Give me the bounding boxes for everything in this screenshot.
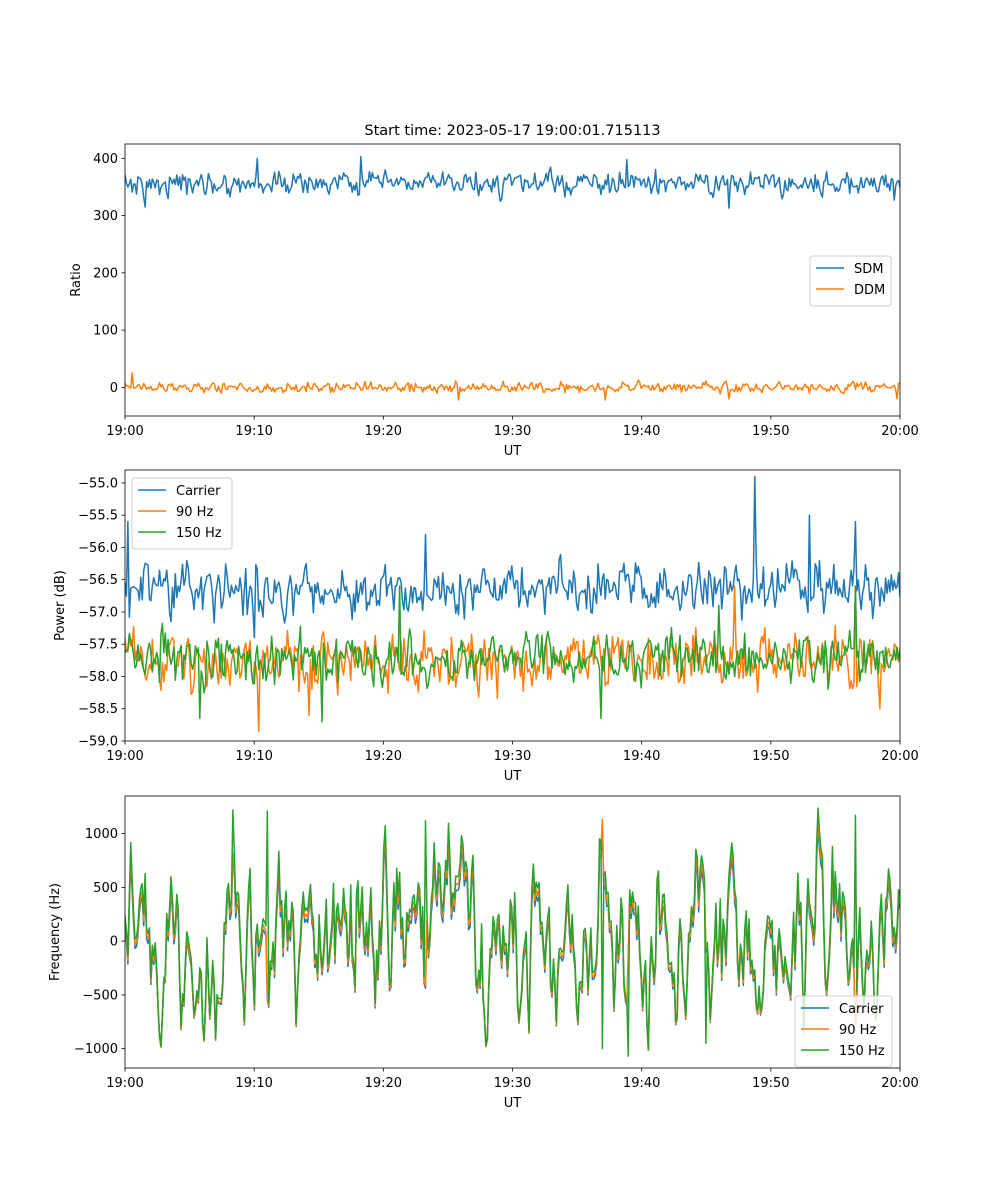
x-axis-label: UT [504, 769, 522, 784]
x-tick-label: 19:10 [235, 749, 272, 764]
series-line-carrier [125, 475, 900, 639]
legend-label-carrier: Carrier [176, 484, 221, 499]
panel-ratio: 19:00 19:10 19:20 19:30 19:40 19:50 20:00 UT 0 10… [69, 143, 919, 459]
x-tick-label: 19:50 [752, 749, 789, 764]
y-axis-label: Ratio [69, 263, 84, 296]
x-tick-label: 19:30 [494, 1076, 531, 1091]
legend: Carrier 90 Hz 150 Hz [794, 995, 893, 1068]
y-axis-label: Power (dB) [53, 570, 68, 641]
y-tick-label: −56.5 [78, 573, 118, 588]
y-tick-label: 0 [110, 935, 118, 950]
y-tick-label: −55.0 [78, 476, 118, 491]
x-tick-label: 20:00 [881, 1076, 918, 1091]
x-tick-label: 19:10 [235, 424, 272, 439]
legend: SDM DDM [809, 255, 892, 307]
x-tick-label: 19:40 [623, 749, 660, 764]
y-tick-label: 200 [93, 266, 118, 281]
x-tick-label: 19:20 [365, 424, 402, 439]
x-tick-label: 19:30 [494, 749, 531, 764]
y-tick-label: −58.5 [78, 702, 118, 717]
y-tick-label: −57.0 [78, 605, 118, 620]
y-tick-label: 100 [93, 324, 118, 339]
y-tick-label: −57.5 [78, 638, 118, 653]
x-tick-label: 20:00 [881, 749, 918, 764]
series-line-150-hz [125, 807, 900, 1057]
x-tick-label: 20:00 [881, 424, 918, 439]
y-tick-label: 0 [110, 381, 118, 396]
legend-label-90-hz: 90 Hz [839, 1023, 876, 1038]
x-tick-label: 19:00 [106, 424, 143, 439]
legend-label-150-hz: 150 Hz [839, 1044, 885, 1059]
legend-label-150-hz: 150 Hz [176, 526, 222, 541]
panel-power: 19:00 19:10 19:20 19:30 19:40 19:50 20:00 UT −59… [53, 469, 919, 784]
y-tick-label: 300 [93, 209, 118, 224]
figure-title: Start time: 2023-05-17 19:00:01.715113 [364, 123, 660, 139]
x-tick-label: 19:00 [106, 749, 143, 764]
x-tick-label: 19:00 [106, 1076, 143, 1091]
x-tick-label: 19:50 [752, 1076, 789, 1091]
y-tick-label: −500 [82, 988, 118, 1003]
x-tick-label: 19:20 [365, 749, 402, 764]
x-axis-label: UT [504, 1096, 522, 1111]
x-tick-label: 19:40 [623, 1076, 660, 1091]
x-tick-label: 19:30 [494, 424, 531, 439]
axes-frame [124, 469, 901, 742]
x-tick-label: 19:40 [623, 424, 660, 439]
y-tick-label: 500 [93, 881, 118, 896]
y-axis-label: Frequency (Hz) [48, 883, 63, 981]
y-tick-label: −55.5 [78, 509, 118, 524]
x-tick-label: 19:20 [365, 1076, 402, 1091]
y-tick-label: −56.0 [78, 541, 118, 556]
legend-label-90-hz: 90 Hz [176, 505, 213, 520]
legend-label-ddm: DDM [854, 283, 885, 298]
x-tick-label: 19:10 [235, 1076, 272, 1091]
y-tick-label: −59.0 [78, 735, 118, 750]
series-line-ddm [125, 372, 900, 401]
series-line-150-hz [125, 585, 900, 723]
y-tick-label: −1000 [74, 1042, 118, 1057]
legend-label-sdm: SDM [854, 262, 883, 277]
x-tick-label: 19:50 [752, 424, 789, 439]
x-axis-label: UT [504, 444, 522, 459]
series-line-sdm [125, 155, 900, 209]
legend-label-carrier: Carrier [839, 1002, 884, 1017]
legend: Carrier 90 Hz 150 Hz [131, 477, 233, 550]
y-tick-label: −58.0 [78, 670, 118, 685]
y-tick-label: 1000 [85, 827, 118, 842]
y-tick-label: 400 [93, 152, 118, 167]
panel-frequency: 19:00 19:10 19:20 19:30 19:40 19:50 20:00 UT −10… [48, 795, 919, 1111]
